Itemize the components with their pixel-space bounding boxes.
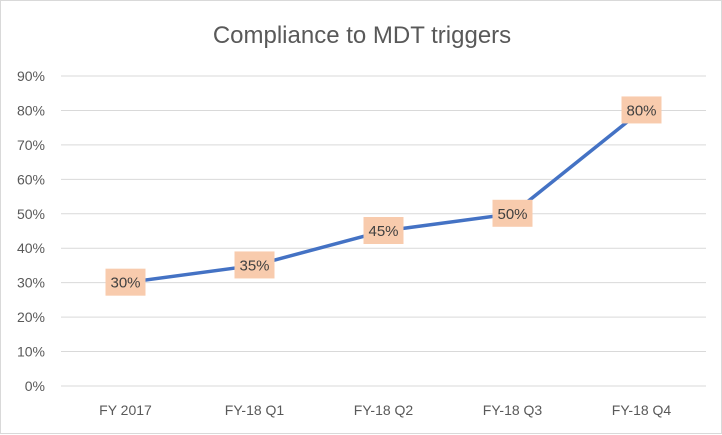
y-tick-label: 90%	[17, 68, 45, 84]
y-tick-label: 10%	[17, 344, 45, 360]
data-label-box	[234, 251, 275, 279]
series-line-group	[123, 108, 644, 285]
gridlines	[61, 75, 706, 387]
series-line	[123, 108, 644, 285]
data-labels: 30% 35% 45% 50% 80%	[105, 96, 662, 296]
x-tick-label: FY-18 Q2	[354, 402, 414, 418]
data-label: 30%	[105, 268, 146, 296]
data-label-box	[363, 217, 404, 244]
data-label-text: 80%	[626, 102, 656, 119]
data-label: 35%	[234, 251, 275, 279]
data-label-text: 50%	[497, 206, 527, 223]
data-label-box	[621, 96, 662, 124]
y-tick-label: 60%	[17, 171, 45, 187]
data-label: 45%	[363, 217, 404, 244]
x-tick-label: FY-18 Q3	[483, 402, 543, 418]
x-axis: FY 2017 FY-18 Q1 FY-18 Q2 FY-18 Q3 FY-18 Q4	[99, 402, 671, 418]
y-axis: 0% 10% 20% 30% 40% 50% 60% 70% 80% 90%	[17, 68, 45, 394]
y-tick-label: 0%	[25, 378, 45, 394]
data-label: 80%	[621, 96, 662, 124]
data-label-box	[492, 199, 533, 227]
x-tick-label: FY-18 Q4	[612, 402, 672, 418]
x-tick-label: FY-18 Q1	[225, 402, 285, 418]
data-label: 50%	[492, 199, 533, 227]
data-label-text: 35%	[239, 257, 269, 274]
y-tick-label: 80%	[17, 102, 45, 118]
data-label-text: 45%	[368, 223, 398, 240]
y-tick-label: 50%	[17, 206, 45, 222]
x-tick-label: FY 2017	[99, 402, 152, 418]
y-tick-label: 40%	[17, 240, 45, 256]
y-tick-label: 20%	[17, 309, 45, 325]
data-label-box	[105, 268, 146, 296]
data-label-text: 30%	[110, 275, 140, 292]
chart-title: Compliance to MDT triggers	[213, 22, 511, 49]
y-tick-label: 70%	[17, 137, 45, 153]
y-tick-label: 30%	[17, 275, 45, 291]
